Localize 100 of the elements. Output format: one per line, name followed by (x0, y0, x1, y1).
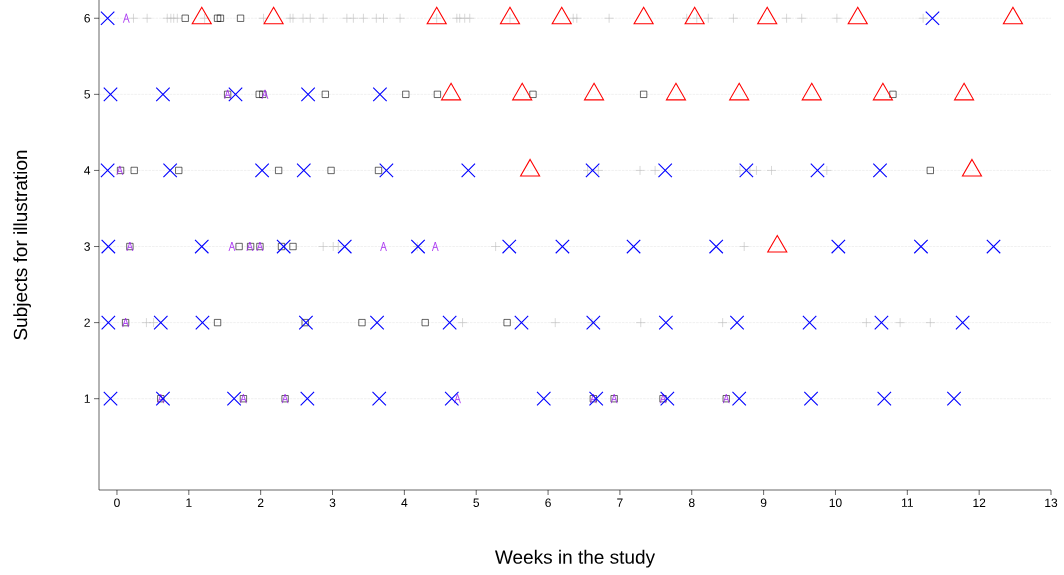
point (175, 166, 183, 174)
y-tick-label: 6 (84, 14, 90, 23)
point (300, 391, 315, 406)
x-tick-label: 9 (760, 498, 767, 508)
point (278, 243, 285, 251)
point (337, 239, 352, 254)
point (588, 391, 604, 406)
point (585, 163, 600, 178)
point (162, 163, 178, 178)
y-tick-label: 2 (84, 318, 90, 327)
point (254, 163, 270, 178)
point (503, 319, 511, 327)
point (214, 319, 222, 327)
x-tick-label: 10 (829, 498, 842, 508)
point (228, 241, 236, 252)
point (371, 391, 387, 406)
point (442, 315, 457, 330)
point (155, 87, 171, 102)
point (421, 319, 429, 327)
point (729, 315, 745, 330)
point (300, 87, 316, 102)
point (194, 239, 210, 254)
point (321, 90, 329, 98)
point (301, 319, 309, 327)
point (235, 243, 243, 251)
y-tick-label: 4 (84, 166, 91, 175)
point (874, 315, 889, 330)
point (626, 239, 641, 254)
point (276, 239, 291, 254)
point (739, 163, 754, 178)
point (237, 14, 245, 22)
point (431, 241, 439, 252)
point (925, 10, 940, 26)
point (555, 239, 570, 254)
point (379, 163, 394, 178)
point (536, 391, 552, 406)
x-axis-title: Weeks in the study (495, 549, 656, 568)
point (296, 163, 312, 178)
x-tick-label: 13 (1045, 498, 1058, 508)
point (986, 239, 1001, 254)
point (375, 166, 382, 174)
point (658, 315, 674, 330)
x-tick-label: 4 (401, 498, 408, 507)
y-tick-label: 3 (84, 242, 90, 251)
point (298, 315, 314, 330)
point (955, 315, 970, 330)
point (586, 315, 601, 330)
point (101, 315, 116, 330)
point (889, 90, 897, 98)
point (877, 391, 892, 406)
point (275, 166, 283, 174)
point (100, 10, 115, 26)
point (255, 90, 263, 98)
point (731, 391, 747, 406)
x-tick-label: 1 (186, 498, 192, 507)
point (461, 163, 476, 178)
x-tick-label: 11 (902, 498, 913, 507)
point (103, 87, 118, 102)
x-tick-label: 7 (617, 498, 623, 507)
point (226, 391, 242, 406)
point (372, 87, 388, 102)
y-tick-label: 5 (84, 90, 90, 99)
point (802, 315, 817, 330)
y-tick-label: 1 (84, 394, 90, 403)
point (327, 166, 335, 174)
point (358, 319, 366, 327)
x-tick-label: 0 (114, 498, 120, 508)
point (803, 391, 819, 406)
point (181, 14, 189, 22)
x-tick-label: 8 (688, 498, 695, 508)
point (130, 166, 138, 174)
point (708, 239, 724, 254)
point (529, 90, 537, 98)
point (433, 90, 441, 98)
point (913, 239, 929, 254)
point (926, 166, 934, 174)
point (289, 243, 297, 251)
x-tick-label: 2 (257, 498, 264, 507)
point (640, 90, 648, 98)
point (122, 13, 130, 24)
x-tick-label: 6 (545, 498, 551, 508)
point (369, 315, 385, 330)
point (502, 239, 517, 254)
point (660, 391, 675, 406)
point (657, 163, 673, 178)
y-axis-title: Subjects for illustration (13, 150, 31, 340)
point (810, 163, 825, 178)
point (228, 87, 243, 102)
point (872, 163, 888, 178)
point (100, 163, 115, 178)
point (101, 239, 116, 254)
x-tick-label: 5 (473, 498, 480, 507)
point (155, 391, 171, 406)
x-tick-label: 12 (973, 498, 986, 507)
point (514, 315, 529, 330)
point (402, 90, 410, 98)
point (831, 239, 846, 254)
point (195, 315, 210, 330)
point (103, 391, 118, 406)
point (946, 391, 962, 406)
